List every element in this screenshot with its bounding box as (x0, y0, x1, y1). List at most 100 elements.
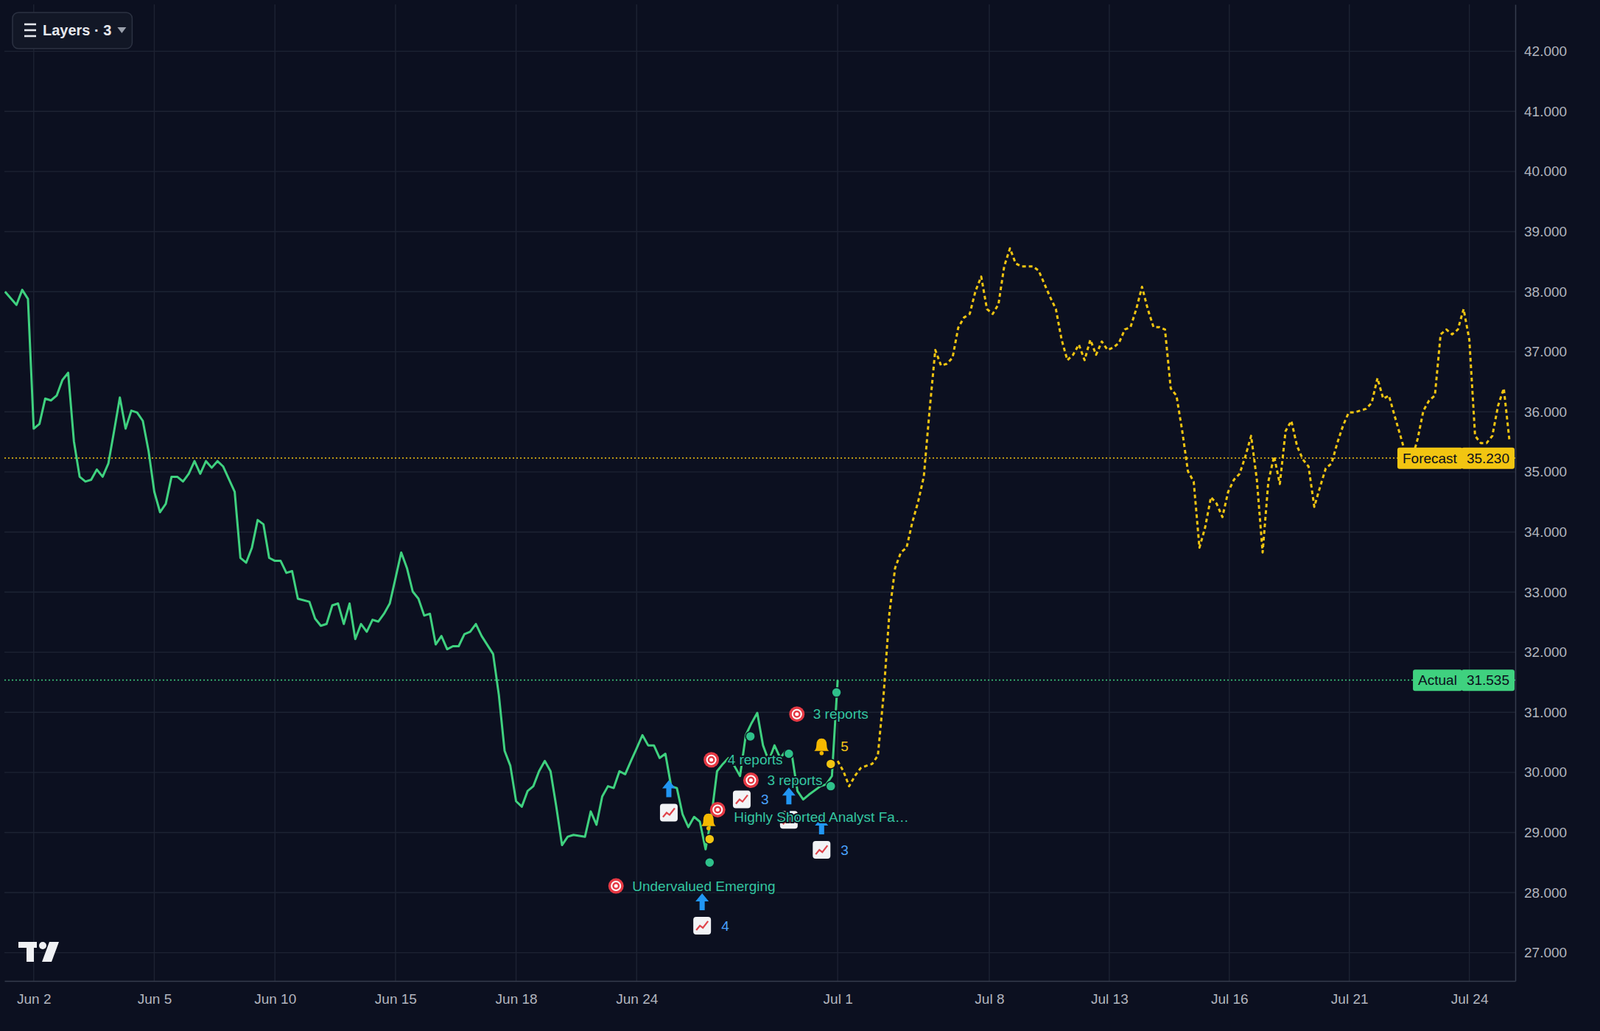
x-grid-line (836, 4, 838, 982)
y-tick-label: 37.000 (1524, 344, 1567, 360)
marker (745, 731, 756, 742)
y-tick-label: 38.000 (1524, 284, 1567, 300)
y-tick: 31.000 (1515, 704, 1567, 721)
arrow-icon (695, 893, 709, 911)
price-tag-name: Forecast (1402, 450, 1458, 467)
layers-button-label[interactable]: Layers · 3 (42, 22, 112, 39)
annotation-label: 3 reports (766, 772, 823, 789)
y-tick: 34.000 (1515, 524, 1567, 540)
annotation-label: Highly Shorted Analyst Fa… (733, 809, 910, 826)
series-line (837, 248, 1510, 787)
marker-dot (831, 688, 842, 698)
marker-dot (825, 781, 836, 792)
y-grid-line (4, 471, 1516, 473)
y-tick: 37.000 (1515, 344, 1567, 360)
x-tick: Jul 13 (1090, 981, 1129, 1007)
x-grid-line (274, 4, 275, 982)
y-grid-line (4, 832, 1516, 834)
marker-count: 4 (721, 918, 730, 935)
x-grid-line (394, 4, 396, 982)
target-icon (743, 772, 759, 789)
y-tick-label: 33.000 (1524, 584, 1567, 601)
layers-button-box[interactable] (12, 12, 132, 49)
target-icon (703, 752, 719, 768)
x-grid-line (988, 4, 990, 982)
y-tick-label: 36.000 (1524, 404, 1567, 420)
target-icon (788, 706, 805, 722)
target-center (709, 758, 714, 762)
chart-icon (732, 791, 751, 809)
x-tick: Jul 16 (1211, 981, 1249, 1007)
x-grid-line (1468, 4, 1470, 982)
y-tick: 36.000 (1515, 404, 1567, 420)
annotation-icon (703, 752, 719, 768)
marker (825, 781, 836, 792)
x-tick: Jun 15 (374, 981, 417, 1007)
y-tick-label: 42.000 (1524, 43, 1567, 59)
bell-clapper (706, 826, 711, 831)
y-tick-label: 40.000 (1524, 163, 1567, 180)
logo (18, 942, 59, 963)
layers-button-icon (24, 29, 37, 32)
target-center (614, 884, 619, 889)
y-grid-line (4, 411, 1516, 413)
annotation-icon (743, 772, 759, 789)
marker (831, 688, 842, 698)
x-tick: Jun 5 (137, 981, 172, 1007)
chart-icon-line (696, 921, 708, 931)
marker (732, 791, 751, 809)
logo-part (26, 942, 34, 963)
layers-button-caret (117, 27, 126, 34)
target-ring (792, 710, 802, 719)
x-tick: Jul 21 (1331, 981, 1369, 1007)
y-tick-label: 29.000 (1524, 825, 1567, 841)
x-tick-label: Jun 15 (374, 991, 417, 1007)
y-grid-line (4, 231, 1516, 233)
y-tick: 27.000 (1515, 945, 1567, 961)
x-grid-line (33, 4, 34, 982)
marker-dot (704, 834, 715, 845)
chart-icon (812, 841, 831, 859)
marker (704, 834, 715, 845)
arrow-icon (782, 787, 796, 805)
x-grid-line (1108, 4, 1110, 982)
y-tick: 41.000 (1515, 103, 1567, 120)
marker-count: 3 (840, 842, 849, 859)
y-tick: 33.000 (1515, 584, 1567, 601)
x-tick-label: Jul 24 (1451, 991, 1489, 1007)
y-tick: 29.000 (1515, 825, 1567, 841)
plot-area (4, 248, 1516, 935)
target-ring (713, 805, 722, 814)
price-tag-value-box (1461, 447, 1515, 470)
series-line (5, 290, 838, 851)
annotation-label: Undervalued Emerging (632, 878, 775, 895)
y-tick: 38.000 (1515, 284, 1567, 300)
x-grid-line (515, 4, 517, 982)
price-tags: 31.535Actual35.230Forecast (1397, 447, 1515, 692)
x-tick-label: Jun 2 (16, 991, 51, 1007)
x-tick: Jun 10 (254, 981, 297, 1007)
y-tick: 42.000 (1515, 43, 1567, 59)
marker-dot (825, 759, 836, 770)
x-tick: Jun 18 (495, 981, 538, 1007)
x-tick: Jul 8 (974, 981, 1005, 1007)
price-tag-value: 31.535 (1466, 672, 1510, 689)
bell-clapper (819, 751, 825, 756)
x-axis: Jun 2Jun 5Jun 10Jun 15Jun 18Jun 24Jul 1J… (5, 981, 1517, 1007)
y-grid-line (4, 712, 1516, 714)
annotation-label: 4 reports (727, 752, 784, 768)
y-tick: 35.000 (1515, 464, 1567, 480)
y-grid-line (4, 290, 1516, 292)
layers-button[interactable]: Layers · 3 (12, 12, 132, 49)
x-tick: Jul 1 (823, 981, 854, 1007)
marker (783, 749, 794, 759)
y-grid-line (4, 651, 1516, 653)
x-tick: Jul 24 (1451, 981, 1489, 1007)
marker-dot (783, 749, 794, 759)
price-tag-value: 35.230 (1466, 450, 1510, 467)
marker-count: 3 (760, 791, 770, 808)
y-tick-label: 41.000 (1524, 103, 1567, 120)
y-tick: 40.000 (1515, 163, 1567, 180)
target-ring (611, 881, 621, 891)
y-tick: 39.000 (1515, 223, 1567, 240)
